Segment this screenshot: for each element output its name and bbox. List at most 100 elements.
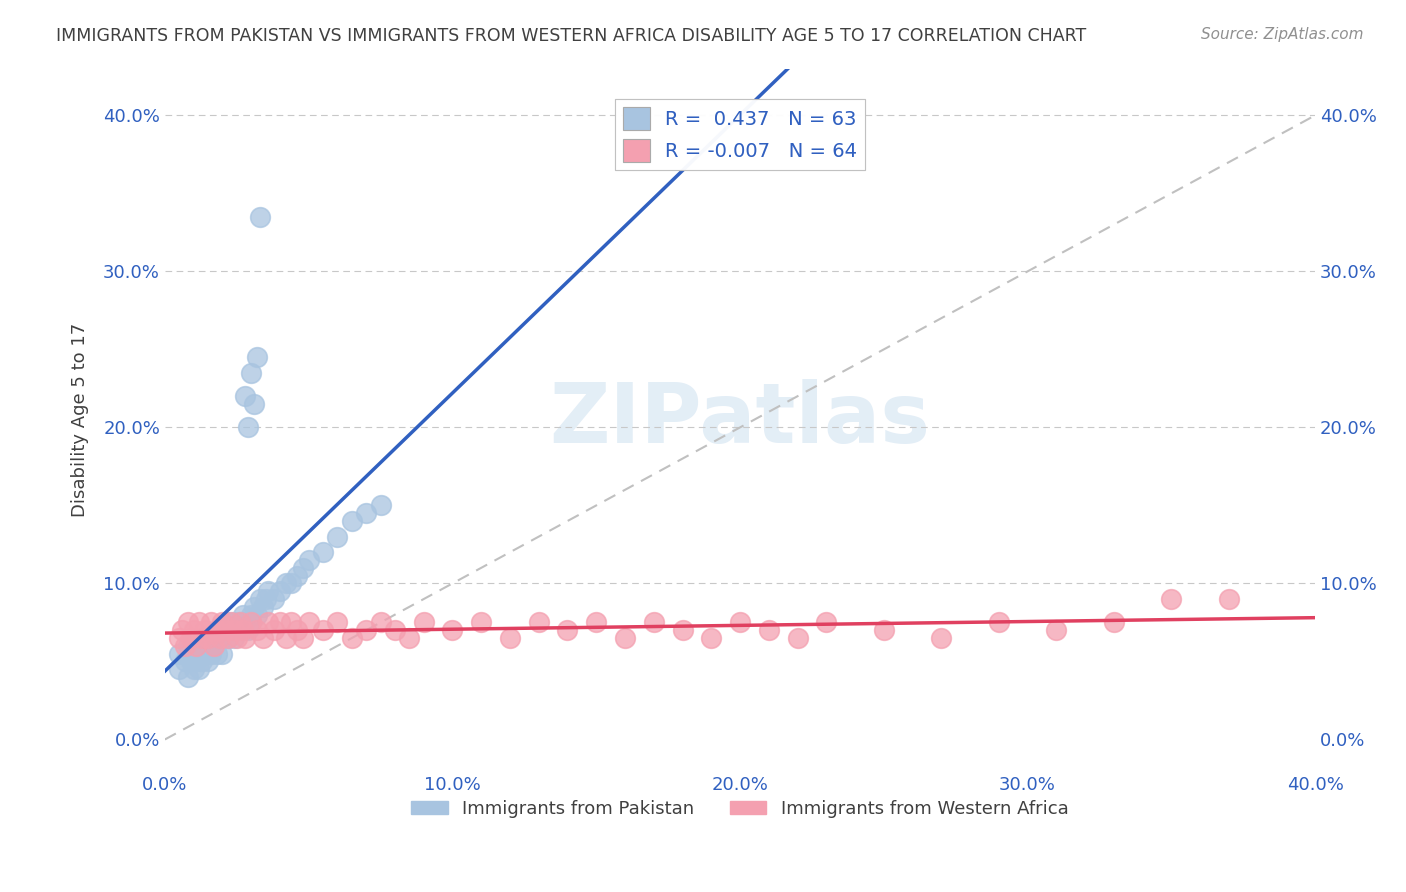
Point (188, 647, 211, 661)
Point (186, 655, 208, 669)
Point (231, 607, 253, 622)
Point (240, 366, 263, 380)
Point (274, 576, 297, 591)
Point (326, 530, 349, 544)
Point (211, 615, 233, 630)
Legend: Immigrants from Pakistan, Immigrants from Western Africa: Immigrants from Pakistan, Immigrants fro… (405, 792, 1076, 825)
Point (291, 561, 314, 575)
Point (263, 592, 285, 607)
Point (228, 615, 250, 630)
Point (188, 615, 211, 630)
Point (238, 420, 260, 434)
Point (191, 631, 214, 645)
Point (398, 631, 420, 645)
Point (257, 615, 280, 630)
Point (200, 631, 222, 645)
Point (177, 639, 200, 653)
Point (280, 576, 302, 591)
Point (222, 615, 245, 630)
Point (470, 615, 492, 630)
Point (246, 350, 269, 364)
Point (205, 647, 228, 661)
Point (200, 615, 222, 630)
Point (527, 615, 550, 630)
Point (1102, 615, 1125, 630)
Point (354, 506, 377, 520)
Point (205, 624, 228, 638)
Point (225, 631, 247, 645)
Point (197, 655, 219, 669)
Point (183, 662, 205, 676)
Point (214, 624, 236, 638)
Point (249, 592, 271, 607)
Point (217, 631, 239, 645)
Point (252, 599, 274, 614)
Point (200, 647, 222, 661)
Text: IMMIGRANTS FROM PAKISTAN VS IMMIGRANTS FROM WESTERN AFRICA DISABILITY AGE 5 TO 1: IMMIGRANTS FROM PAKISTAN VS IMMIGRANTS F… (56, 27, 1087, 45)
Point (217, 631, 239, 645)
Point (180, 631, 202, 645)
Point (194, 624, 217, 638)
Point (614, 631, 637, 645)
Point (557, 624, 579, 638)
Point (291, 631, 314, 645)
Point (240, 607, 263, 622)
Point (167, 631, 190, 645)
Point (191, 639, 214, 653)
Point (186, 639, 208, 653)
Point (412, 615, 434, 630)
Point (312, 624, 335, 638)
Point (238, 624, 260, 638)
Point (1045, 624, 1067, 638)
Point (285, 568, 308, 582)
Point (370, 499, 392, 513)
Point (1218, 592, 1240, 607)
Point (194, 631, 217, 645)
Point (370, 615, 392, 630)
Point (326, 615, 349, 630)
Point (197, 631, 219, 645)
Point (257, 584, 280, 599)
Point (263, 624, 285, 638)
Point (180, 655, 202, 669)
Point (174, 639, 197, 653)
Point (249, 210, 271, 224)
Point (873, 624, 896, 638)
Point (225, 624, 247, 638)
Point (214, 624, 236, 638)
Point (219, 615, 242, 630)
Point (174, 655, 197, 669)
Point (231, 624, 253, 638)
Point (167, 662, 190, 676)
Point (219, 624, 242, 638)
Point (340, 631, 363, 645)
Point (1160, 592, 1182, 607)
Point (222, 631, 245, 645)
Point (235, 389, 257, 403)
Point (211, 647, 233, 661)
Point (254, 592, 277, 607)
Point (671, 624, 693, 638)
Point (243, 599, 266, 614)
Point (188, 662, 211, 676)
Point (172, 624, 194, 638)
Point (815, 615, 838, 630)
Point (274, 631, 297, 645)
Point (191, 655, 214, 669)
Point (194, 647, 217, 661)
Point (298, 553, 321, 567)
Point (786, 631, 808, 645)
Point (235, 631, 257, 645)
Point (384, 624, 406, 638)
Point (235, 615, 257, 630)
Point (312, 545, 335, 559)
Point (298, 615, 321, 630)
Point (222, 624, 245, 638)
Point (758, 624, 780, 638)
Point (177, 670, 200, 684)
Point (243, 397, 266, 411)
Point (208, 624, 231, 638)
Point (177, 615, 200, 630)
Point (202, 639, 225, 653)
Point (728, 615, 751, 630)
